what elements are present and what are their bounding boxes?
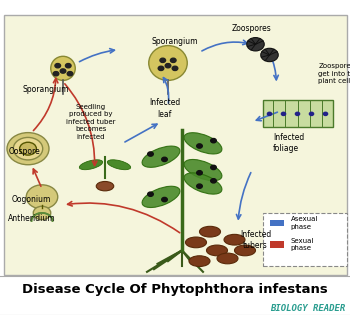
Circle shape xyxy=(309,112,314,116)
Circle shape xyxy=(55,64,61,68)
Ellipse shape xyxy=(184,173,222,194)
Ellipse shape xyxy=(107,160,131,170)
Circle shape xyxy=(211,139,216,143)
FancyBboxPatch shape xyxy=(262,100,332,127)
Text: Zoospores: Zoospores xyxy=(232,24,272,33)
Circle shape xyxy=(211,165,216,169)
Ellipse shape xyxy=(79,160,103,170)
Ellipse shape xyxy=(199,226,220,237)
Ellipse shape xyxy=(142,146,180,167)
FancyBboxPatch shape xyxy=(270,241,284,248)
Ellipse shape xyxy=(217,253,238,264)
Circle shape xyxy=(267,112,272,116)
Circle shape xyxy=(162,198,167,202)
Text: Antheridium: Antheridium xyxy=(8,214,55,223)
Circle shape xyxy=(148,152,153,156)
Circle shape xyxy=(170,58,176,62)
Circle shape xyxy=(172,66,178,71)
Ellipse shape xyxy=(206,245,228,256)
Text: Infected
tubers: Infected tubers xyxy=(240,230,271,250)
FancyBboxPatch shape xyxy=(270,220,284,226)
Circle shape xyxy=(60,69,66,73)
Text: Disease Cycle Of Phytophthora infestans: Disease Cycle Of Phytophthora infestans xyxy=(22,283,328,296)
Circle shape xyxy=(33,206,51,220)
Text: Sporangium: Sporangium xyxy=(22,85,69,94)
Circle shape xyxy=(67,72,73,76)
Text: Infected
leaf: Infected leaf xyxy=(149,99,180,118)
Circle shape xyxy=(197,144,202,148)
Ellipse shape xyxy=(51,56,75,80)
Text: Infected
foliage: Infected foliage xyxy=(273,133,304,153)
Circle shape xyxy=(162,157,167,162)
Ellipse shape xyxy=(224,234,245,245)
Ellipse shape xyxy=(96,181,114,191)
FancyBboxPatch shape xyxy=(4,15,346,274)
Ellipse shape xyxy=(149,46,187,80)
Circle shape xyxy=(148,192,153,196)
Text: Sporangium: Sporangium xyxy=(152,37,198,46)
Circle shape xyxy=(247,37,264,51)
Circle shape xyxy=(281,112,286,116)
Circle shape xyxy=(165,64,171,68)
Ellipse shape xyxy=(184,133,222,154)
Text: Oospore: Oospore xyxy=(9,147,40,156)
FancyBboxPatch shape xyxy=(262,213,346,266)
Ellipse shape xyxy=(189,256,210,266)
Circle shape xyxy=(211,179,216,183)
Circle shape xyxy=(26,185,58,209)
Circle shape xyxy=(197,171,202,175)
Circle shape xyxy=(53,72,59,76)
Ellipse shape xyxy=(184,159,222,181)
Text: Sexual
phase: Sexual phase xyxy=(290,238,314,251)
Circle shape xyxy=(160,58,166,62)
Text: BIOLOGY READER: BIOLOGY READER xyxy=(270,304,346,313)
Circle shape xyxy=(197,184,202,188)
Circle shape xyxy=(158,66,164,71)
Circle shape xyxy=(261,48,278,62)
Circle shape xyxy=(20,142,36,155)
Circle shape xyxy=(7,133,49,165)
Circle shape xyxy=(13,137,43,160)
Text: Zoospores
get into the
plant cell: Zoospores get into the plant cell xyxy=(318,63,350,84)
Circle shape xyxy=(295,112,300,116)
Ellipse shape xyxy=(142,186,180,208)
Text: Oogonium: Oogonium xyxy=(12,195,51,204)
Ellipse shape xyxy=(234,245,255,256)
Circle shape xyxy=(323,112,328,116)
Ellipse shape xyxy=(186,237,206,248)
Text: Asexual
phase: Asexual phase xyxy=(290,216,318,230)
Text: Seedling
produced by
infected tuber
becomes
infected: Seedling produced by infected tuber beco… xyxy=(66,104,116,140)
Circle shape xyxy=(65,64,71,68)
